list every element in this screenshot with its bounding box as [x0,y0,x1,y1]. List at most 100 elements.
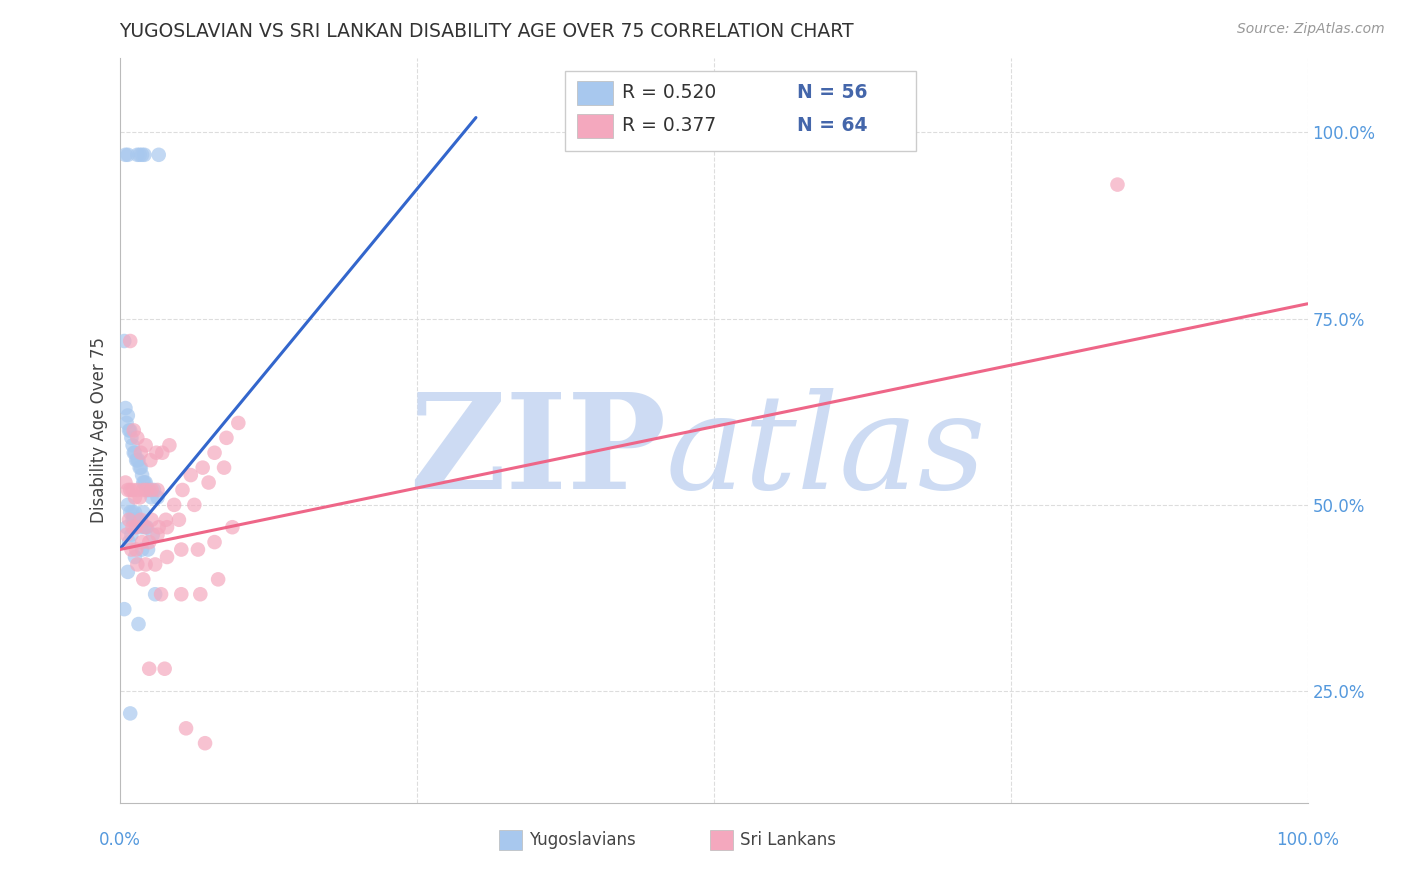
Point [156,520,179,534]
Text: Sri Lankans: Sri Lankans [740,831,835,849]
Point [120,334,142,348]
Point [131,542,153,557]
Point [117,148,139,162]
Point [127,483,149,497]
Text: ZIP: ZIP [409,388,666,517]
Point [163,498,186,512]
Point [136,542,159,557]
Point [131,535,153,549]
Point [191,460,214,475]
Text: N = 56: N = 56 [797,83,868,102]
Point [132,573,155,587]
Point [128,460,150,475]
Point [127,513,149,527]
Point [215,431,238,445]
Point [117,409,139,423]
Point [139,453,162,467]
Point [188,587,211,601]
Point [1107,178,1129,192]
Point [125,453,148,467]
Point [135,475,157,490]
Point [135,483,157,497]
Point [127,453,149,467]
Point [221,520,243,534]
Point [138,662,160,676]
Point [143,483,166,497]
Point [121,438,143,452]
Point [128,491,150,505]
Point [124,446,146,460]
Point [120,483,142,497]
Point [125,513,148,527]
Point [118,424,141,438]
Point [121,520,143,534]
Point [131,468,153,483]
Point [129,460,152,475]
Point [143,587,166,601]
Point [120,424,142,438]
Y-axis label: Disability Age Over 75: Disability Age Over 75 [90,337,108,524]
Point [128,148,150,162]
Point [134,520,156,534]
Text: N = 64: N = 64 [797,115,868,135]
Point [120,527,142,541]
Bar [576,114,613,137]
Point [129,513,152,527]
Text: 0.0%: 0.0% [98,831,141,849]
Point [172,483,194,497]
Point [138,483,160,497]
Point [204,535,226,549]
Point [115,527,138,541]
Point [194,736,217,750]
Point [112,334,135,348]
Point [114,401,136,415]
Point [128,453,150,467]
Point [120,431,142,445]
Text: atlas: atlas [666,388,987,517]
Bar [565,70,915,151]
Text: YUGOSLAVIAN VS SRI LANKAN DISABILITY AGE OVER 75 CORRELATION CHART: YUGOSLAVIAN VS SRI LANKAN DISABILITY AGE… [120,22,853,41]
Point [115,416,138,430]
Point [135,520,157,534]
Point [153,662,176,676]
Point [129,520,152,534]
Text: Yugoslavians: Yugoslavians [529,831,636,849]
Point [141,483,163,497]
Point [127,558,149,572]
Point [141,513,163,527]
Point [121,505,143,519]
Point [121,483,143,497]
Point [146,527,169,541]
Point [135,483,157,497]
Point [125,542,148,557]
Point [132,475,155,490]
Point [127,431,149,445]
Point [197,475,219,490]
Point [129,446,152,460]
Point [148,520,170,534]
Point [174,721,197,735]
Point [120,706,142,721]
Point [118,513,141,527]
Point [125,520,148,534]
Text: R = 0.520: R = 0.520 [621,83,716,102]
Point [122,424,145,438]
Point [138,535,160,549]
Point [122,513,145,527]
Point [148,148,170,162]
Text: R = 0.377: R = 0.377 [621,115,716,135]
Point [180,468,202,483]
Point [114,148,136,162]
Point [134,148,156,162]
Point [170,542,193,557]
Point [112,602,135,616]
Point [117,483,139,497]
Point [120,542,142,557]
Point [150,587,173,601]
Point [127,148,149,162]
Point [135,558,157,572]
Point [183,498,205,512]
Point [132,483,155,497]
Point [124,549,146,564]
Point [212,460,235,475]
